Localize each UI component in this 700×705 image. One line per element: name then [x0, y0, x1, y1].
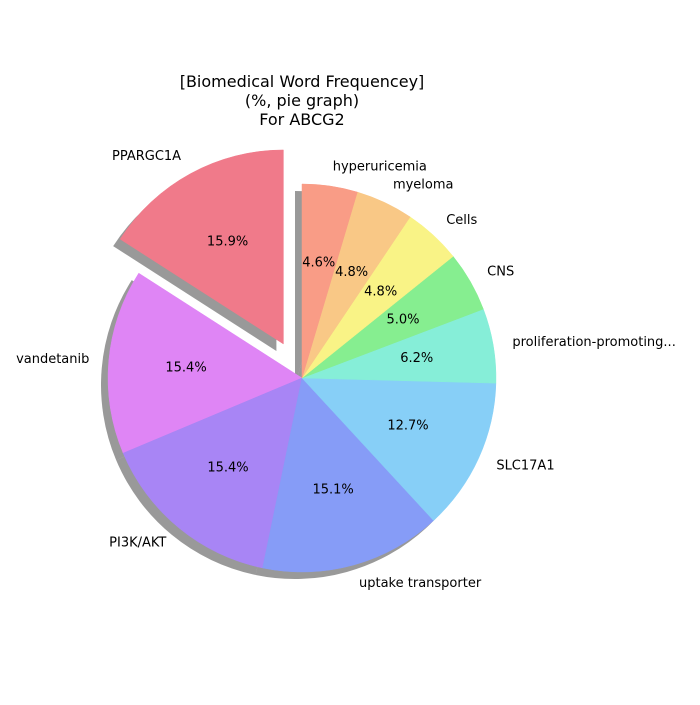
pie-slice-vandetanib — [107, 272, 303, 454]
percent-label: 4.8% — [364, 285, 397, 300]
chart-title: [Biomedical Word Frequencey](%, pie grap… — [180, 72, 425, 129]
percent-label: 12.7% — [387, 419, 428, 434]
chart-title-line-1: (%, pie graph) — [245, 91, 359, 110]
pie-slice-pi3k-akt — [122, 377, 303, 569]
percent-label: 4.8% — [335, 265, 368, 280]
slice-label: PPARGC1A — [112, 149, 181, 164]
slice-label: vandetanib — [16, 352, 89, 367]
slice-label: CNS — [487, 264, 514, 279]
slice-label: PI3K/AKT — [109, 535, 166, 550]
pie-slice-slc17a1 — [301, 377, 497, 521]
slice-labels: PPARGC1A vandetanib PI3K/AKT uptake transpo… — [16, 149, 676, 591]
pie-slice-ppargc1a — [119, 149, 284, 345]
slice-label: SLC17A1 — [496, 459, 554, 474]
chart-title-line-2: For ABCG2 — [259, 110, 344, 129]
percent-labels: 15.9% 15.4% 15.4% 15.1% 12.7% 6.2% 5.0% 4.8% 4.8… — [165, 234, 433, 497]
chart-title-line-0: [Biomedical Word Frequencey] — [180, 72, 425, 91]
slice-label: uptake transporter — [359, 576, 482, 591]
slice-label: Cells — [446, 213, 477, 228]
percent-label: 15.1% — [312, 483, 353, 498]
slice-label: proliferation-promoting... — [512, 335, 675, 350]
percent-label: 15.4% — [207, 460, 248, 475]
slice-label: hyperuricemia — [333, 159, 427, 174]
percent-label: 6.2% — [400, 351, 433, 366]
slice-label: myeloma — [393, 177, 454, 192]
percent-label: 15.9% — [207, 234, 248, 249]
percent-label: 5.0% — [386, 313, 419, 328]
pie-slice-uptake-transporter — [262, 377, 434, 573]
pie-slice-hyperuricemia — [301, 183, 358, 379]
percent-label: 4.6% — [302, 255, 335, 270]
pie-slices — [107, 149, 497, 573]
percent-label: 15.4% — [165, 360, 206, 375]
